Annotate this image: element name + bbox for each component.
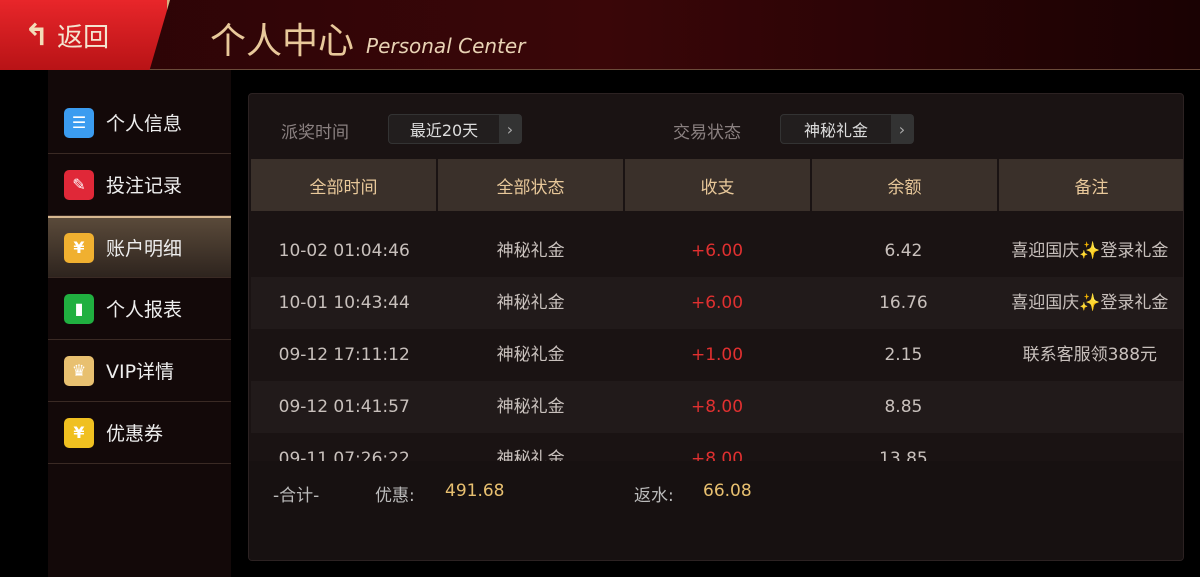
time-filter-value: 最近20天: [409, 121, 479, 140]
contact-card-icon: ☰: [64, 107, 94, 138]
table-row: 09-12 17:11:12 神秘礼金 +1.00 2.15 联系客服领388元: [251, 329, 1183, 381]
balance-cell: 6.42: [884, 241, 923, 261]
table-row: 10-02 01:04:46 神秘礼金 +6.00 6.42 喜迎国庆✨登录礼金: [251, 225, 1183, 277]
sidebar-item-5[interactable]: ¥ 优惠券: [48, 402, 231, 464]
column-header[interactable]: 全部时间: [251, 159, 436, 211]
amount-cell: +8.00: [690, 397, 744, 417]
totals-bar: -合计- 优惠: 491.68 返水: 66.08: [249, 461, 1183, 560]
back-label: 返回: [57, 22, 110, 53]
back-arrow-icon: ↰: [24, 17, 50, 53]
sidebar-item-label: 个人信息: [106, 113, 183, 135]
chevron-right-icon: ›: [499, 115, 521, 143]
status-cell: 神秘礼金: [496, 397, 565, 417]
amount-cell: +6.00: [690, 293, 744, 313]
sidebar-item-1[interactable]: ✎ 投注记录: [48, 154, 231, 216]
column-header[interactable]: 余额: [812, 159, 997, 211]
time-filter-select[interactable]: 最近20天 ›: [388, 114, 522, 144]
title-cn: 个人中心: [210, 21, 355, 62]
amount-cell: +1.00: [690, 345, 744, 365]
total-label: -合计-: [273, 486, 320, 506]
discount-value: 491.68: [445, 481, 505, 501]
balance-cell: 8.85: [884, 397, 923, 417]
status-cell: 神秘礼金: [496, 293, 565, 313]
status-filter-value: 神秘礼金: [803, 121, 868, 140]
page-title: 个人中心 Personal Center: [210, 12, 525, 64]
time-cell: 10-02 01:04:46: [278, 241, 410, 261]
yen-wallet-icon: ¥: [64, 232, 94, 263]
status-cell: 神秘礼金: [496, 241, 565, 261]
sidebar-item-label: 个人报表: [106, 299, 183, 321]
remark-cell: 喜迎国庆✨登录礼金: [1011, 241, 1169, 261]
status-filter-select[interactable]: 神秘礼金 ›: [780, 114, 914, 144]
crown-icon: ♛: [64, 355, 94, 386]
header: ↰ 返回 个人中心 Personal Center: [0, 0, 1200, 70]
yen-coupon-icon: ¥: [64, 417, 94, 448]
table-header: 全部时间 全部状态 收支 余额 备注: [251, 159, 1183, 211]
sidebar-item-0[interactable]: ☰ 个人信息: [48, 92, 231, 154]
sidebar-item-label: 投注记录: [106, 175, 183, 197]
remark-cell: [997, 381, 1183, 433]
amount-cell: +6.00: [690, 241, 744, 261]
rebate-label: 返水:: [634, 486, 674, 506]
title-en: Personal Center: [366, 34, 526, 58]
time-cell: 09-12 01:41:57: [278, 397, 410, 417]
sidebar-item-4[interactable]: ♛ VIP详情: [48, 340, 231, 402]
status-cell: 神秘礼金: [496, 345, 565, 365]
time-filter-label: 派奖时间: [281, 123, 349, 143]
balance-cell: 2.15: [884, 345, 923, 365]
sidebar-item-2[interactable]: ¥ 账户明细: [48, 216, 231, 278]
sidebar-item-3[interactable]: ▮ 个人报表: [48, 278, 231, 340]
account-details-panel: 派奖时间 最近20天 › 交易状态 神秘礼金 › 全部时间 全部状态 收支 余额 备注 10…: [248, 93, 1184, 561]
time-cell: 09-12 17:11:12: [278, 345, 410, 365]
time-cell: 10-01 10:43:44: [278, 293, 410, 313]
sidebar: ☰ 个人信息 ✎ 投注记录 ¥ 账户明细 ▮ 个人报表 ♛ VIP详情 ¥ 优惠券: [48, 70, 231, 577]
back-button[interactable]: ↰ 返回: [0, 0, 170, 70]
chevron-right-icon: ›: [891, 115, 913, 143]
sidebar-item-label: 优惠券: [106, 423, 164, 445]
balance-cell: 16.76: [879, 293, 928, 313]
remark-cell: 联系客服领388元: [1022, 345, 1158, 365]
discount-label: 优惠:: [375, 486, 415, 506]
document-edit-icon: ✎: [64, 169, 94, 200]
column-header[interactable]: 全部状态: [438, 159, 623, 211]
remark-cell: 喜迎国庆✨登录礼金: [1011, 293, 1169, 313]
table-row: 09-12 01:41:57 神秘礼金 +8.00 8.85: [251, 381, 1183, 433]
rebate-value: 66.08: [703, 481, 752, 501]
column-header[interactable]: 备注: [999, 159, 1183, 211]
status-filter-label: 交易状态: [673, 123, 741, 143]
sidebar-item-label: VIP详情: [106, 361, 175, 383]
bar-chart-icon: ▮: [64, 293, 94, 324]
sidebar-item-label: 账户明细: [106, 238, 183, 260]
column-header[interactable]: 收支: [625, 159, 810, 211]
table-row: 10-01 10:43:44 神秘礼金 +6.00 16.76 喜迎国庆✨登录礼金: [251, 277, 1183, 329]
